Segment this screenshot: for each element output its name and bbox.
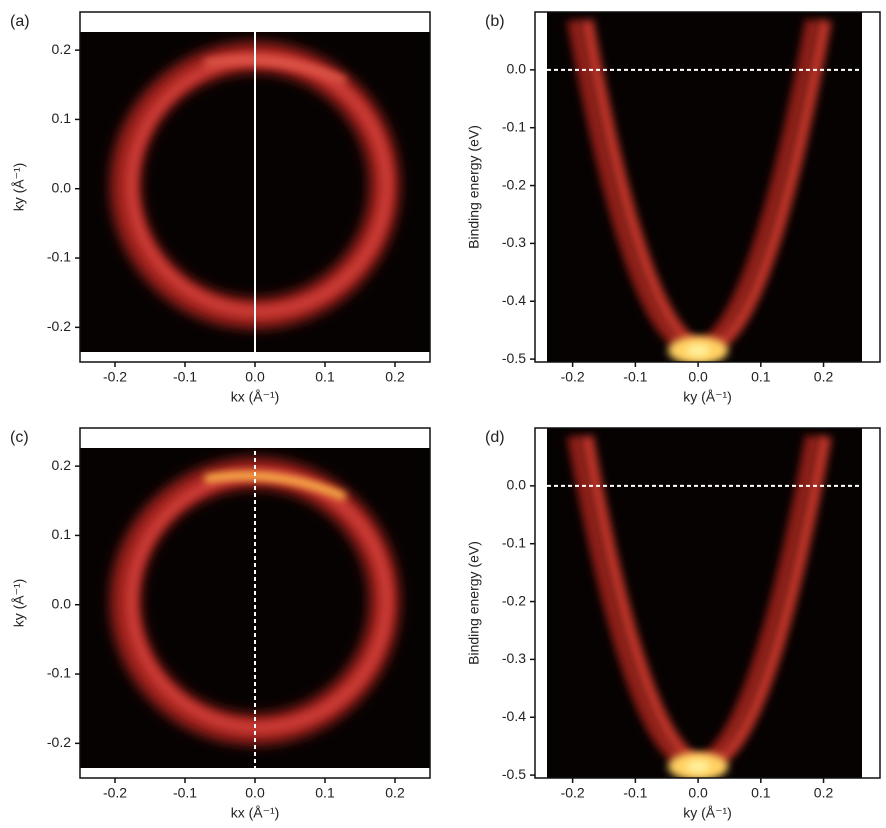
- intensity-image: [547, 428, 862, 778]
- y-tick-label: -0.4: [502, 292, 526, 308]
- x-tick-label: -0.2: [103, 369, 127, 385]
- x-tick-label: 0.1: [751, 785, 771, 801]
- x-tick-label: -0.1: [623, 369, 647, 385]
- y-tick-label: -0.3: [502, 650, 526, 666]
- y-tick-label: -0.2: [502, 592, 526, 608]
- x-tick-label: -0.1: [173, 785, 197, 801]
- y-tick-label: -0.5: [502, 350, 526, 366]
- axes-frame: [534, 11, 881, 363]
- x-tick-label: 0.0: [245, 369, 265, 385]
- y-tick-label: 0.0: [507, 477, 527, 493]
- x-axis-label: kx (Å⁻¹): [231, 805, 280, 821]
- x-tick-label: -0.1: [623, 785, 647, 801]
- y-tick-label: -0.2: [47, 734, 71, 750]
- x-tick-label: 0.2: [814, 785, 834, 801]
- y-tick-label: 0.1: [52, 526, 72, 542]
- y-tick-label: -0.3: [502, 234, 526, 250]
- band-bottom-core: [686, 344, 711, 357]
- panel-label: (b): [485, 13, 505, 30]
- panel: -0.2 -0.1 0.0 0.1 0.2 -0.5 -0.4 -0.3 -0.2 -0.1 0.0…: [466, 11, 881, 405]
- intensity-image: [547, 12, 862, 362]
- y-tick-label: -0.2: [502, 176, 526, 192]
- x-tick-label: -0.1: [173, 369, 197, 385]
- panel-label: (a): [10, 13, 30, 30]
- y-tick-label: 0.0: [52, 179, 72, 195]
- y-tick-label: 0.1: [52, 110, 72, 126]
- ring-bright: [204, 55, 347, 85]
- x-axis-label: ky (Å⁻¹): [683, 805, 732, 821]
- y-axis-label: ky (Å⁻¹): [11, 579, 27, 628]
- band-bottom-core: [686, 760, 711, 773]
- y-tick-label: -0.1: [502, 118, 526, 134]
- x-tick-label: -0.2: [561, 785, 585, 801]
- y-tick-label: 0.0: [52, 595, 72, 611]
- y-tick-label: -0.5: [502, 766, 526, 782]
- x-tick-label: 0.0: [688, 785, 708, 801]
- x-tick-label: 0.2: [814, 369, 834, 385]
- panel: -0.2 -0.1 0.0 0.1 0.2 -0.2 -0.1 0.0 0.1 0.2 kx (Å⁻…: [10, 427, 431, 821]
- panel-label: (c): [10, 429, 29, 446]
- y-tick-label: -0.4: [502, 708, 526, 724]
- y-tick-label: 0.2: [52, 457, 72, 473]
- panel: -0.2 -0.1 0.0 0.1 0.2 -0.5 -0.4 -0.3 -0.2 -0.1 0.0…: [466, 427, 881, 821]
- x-tick-label: 0.1: [751, 369, 771, 385]
- axes-frame: [534, 427, 881, 779]
- y-axis-label: Binding energy (eV): [466, 125, 482, 249]
- x-tick-label: 0.2: [385, 785, 405, 801]
- ring-bright: [204, 471, 347, 501]
- x-tick-label: 0.2: [385, 369, 405, 385]
- panel-label: (d): [485, 429, 505, 446]
- x-tick-label: 0.1: [315, 785, 335, 801]
- x-tick-label: 0.1: [315, 369, 335, 385]
- y-axis-label: Binding energy (eV): [466, 541, 482, 665]
- y-tick-label: 0.2: [52, 41, 72, 57]
- x-tick-label: -0.2: [561, 369, 585, 385]
- y-tick-label: 0.0: [507, 61, 527, 77]
- x-axis-label: ky (Å⁻¹): [683, 389, 732, 405]
- y-tick-label: -0.2: [47, 318, 71, 334]
- x-tick-label: 0.0: [245, 785, 265, 801]
- y-axis-label: ky (Å⁻¹): [11, 163, 27, 212]
- panel: -0.2 -0.1 0.0 0.1 0.2 -0.2 -0.1 0.0 0.1 0.2 kx (Å⁻…: [10, 11, 431, 405]
- x-tick-label: -0.2: [103, 785, 127, 801]
- x-tick-label: 0.0: [688, 369, 708, 385]
- y-tick-label: -0.1: [502, 534, 526, 550]
- y-tick-label: -0.1: [47, 665, 71, 681]
- x-axis-label: kx (Å⁻¹): [231, 389, 280, 405]
- y-tick-label: -0.1: [47, 249, 71, 265]
